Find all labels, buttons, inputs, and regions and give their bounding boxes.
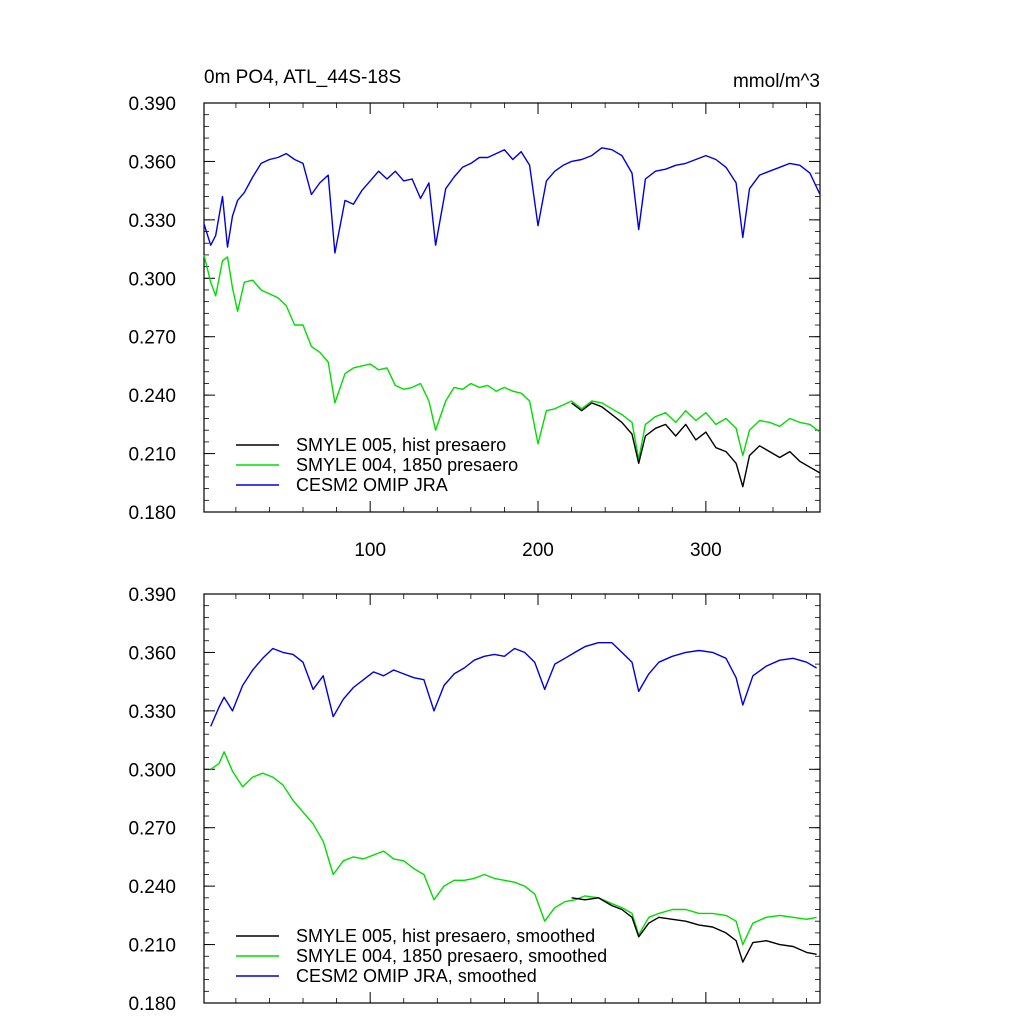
legend-label: SMYLE 004, 1850 presaero, smoothed — [296, 946, 607, 966]
series-line-cesm2-omip — [210, 642, 817, 727]
y-tick-label: 0.240 — [128, 386, 176, 407]
chart-panel-top: 0.390 0.360 0.330 0.300 0.270 0.240 0.210 0.180… — [128, 94, 821, 561]
plot-frame — [203, 102, 821, 513]
chart-panel-bottom: 0.390 0.360 0.330 0.300 0.270 0.240 0.210 0.180… — [128, 585, 821, 1015]
y-tick-label: 0.180 — [128, 994, 176, 1015]
series-line-smyle-005 — [571, 402, 821, 488]
figure-title: 0m PO4, ATL_44S-18S — [204, 67, 401, 88]
y-tick-label: 0.210 — [128, 936, 176, 957]
y-tick-label: 0.300 — [128, 760, 176, 781]
y-tick-label: 0.300 — [128, 269, 176, 290]
y-tick-label: 0.330 — [128, 702, 176, 723]
legend-label: SMYLE 005, hist presaero — [296, 435, 506, 455]
x-tick-label: 200 — [522, 540, 554, 561]
y-tick-label: 0.270 — [128, 819, 176, 840]
legend-label: SMYLE 005, hist presaero, smoothed — [296, 926, 595, 946]
y-tick-label: 0.180 — [128, 503, 176, 524]
y-tick-label: 0.210 — [128, 445, 176, 466]
series-line-smyle-004 — [210, 751, 817, 946]
legend-label: SMYLE 004, 1850 presaero — [296, 455, 518, 475]
series-line-smyle-004 — [203, 254, 821, 461]
units-label: mmol/m^3 — [733, 71, 820, 92]
series-line-cesm2-omip — [203, 147, 821, 254]
series-line-smyle-005 — [571, 897, 817, 963]
x-tick-label: 300 — [690, 540, 722, 561]
y-tick-label: 0.270 — [128, 328, 176, 349]
legend-label: CESM2 OMIP JRA — [296, 475, 448, 495]
y-tick-label: 0.240 — [128, 877, 176, 898]
y-tick-label: 0.360 — [128, 643, 176, 664]
y-tick-label: 0.330 — [128, 211, 176, 232]
x-tick-label: 100 — [354, 540, 386, 561]
y-tick-label: 0.360 — [128, 152, 176, 173]
plot-frame — [203, 593, 821, 1004]
y-tick-label: 0.390 — [128, 585, 176, 606]
y-tick-label: 0.390 — [128, 94, 176, 115]
legend-label: CESM2 OMIP JRA, smoothed — [296, 966, 537, 986]
